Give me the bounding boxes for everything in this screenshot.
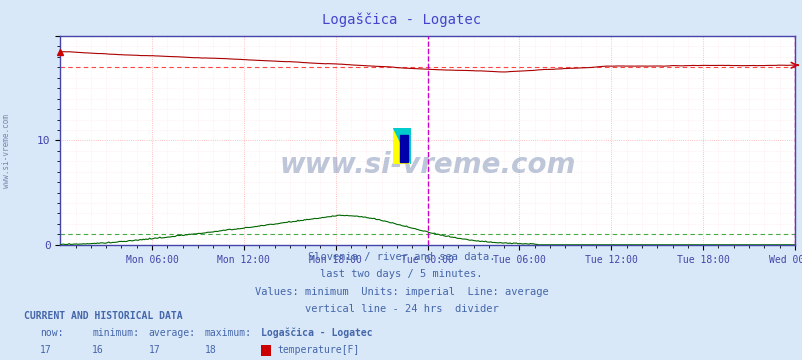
Text: vertical line - 24 hrs  divider: vertical line - 24 hrs divider — [304, 304, 498, 314]
Text: now:: now: — [40, 328, 63, 338]
Polygon shape — [393, 128, 411, 164]
Text: average:: average: — [148, 328, 196, 338]
Text: CURRENT AND HISTORICAL DATA: CURRENT AND HISTORICAL DATA — [24, 311, 183, 321]
Text: minimum:: minimum: — [92, 328, 140, 338]
Text: www.si-vreme.com: www.si-vreme.com — [2, 114, 11, 188]
Text: Logaščica - Logatec: Logaščica - Logatec — [322, 13, 480, 27]
Text: 18: 18 — [205, 345, 217, 355]
Text: 16: 16 — [92, 345, 104, 355]
Text: maximum:: maximum: — [205, 328, 252, 338]
Text: Slovenia / river and sea data.: Slovenia / river and sea data. — [307, 252, 495, 262]
Text: last two days / 5 minutes.: last two days / 5 minutes. — [320, 269, 482, 279]
Text: 17: 17 — [148, 345, 160, 355]
Text: Logaščica - Logatec: Logaščica - Logatec — [261, 327, 372, 338]
Polygon shape — [393, 128, 411, 164]
Bar — [399, 135, 408, 162]
Text: Values: minimum  Units: imperial  Line: average: Values: minimum Units: imperial Line: av… — [254, 287, 548, 297]
Text: temperature[F]: temperature[F] — [277, 345, 358, 355]
Text: 17: 17 — [40, 345, 52, 355]
Text: www.si-vreme.com: www.si-vreme.com — [279, 152, 575, 179]
